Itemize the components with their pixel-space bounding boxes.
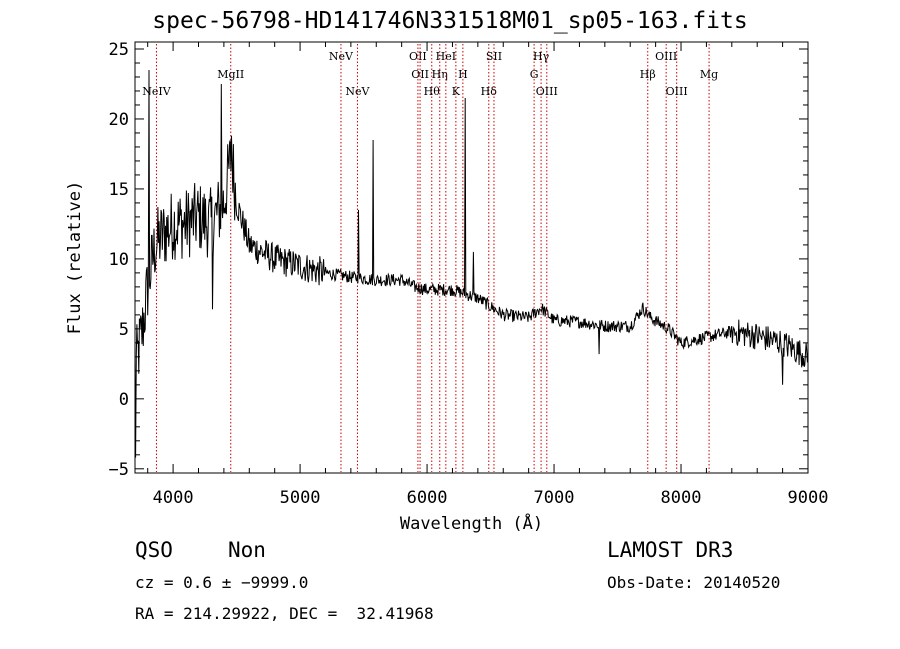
chart-title: spec-56798-HD141746N331518M01_sp05-163.f… <box>152 8 748 34</box>
line-marker-label-14: Hγ <box>533 50 550 63</box>
y-tick-label-3: 10 <box>109 250 129 270</box>
coords-label: RA = 214.29922, DEC = 32.41968 <box>135 604 434 623</box>
x-tick-label-2: 6000 <box>407 488 448 508</box>
line-marker-label-7: Hη <box>432 68 448 81</box>
x-tick-label-1: 5000 <box>280 488 321 508</box>
line-marker-label-9: K <box>452 85 461 98</box>
spectrum-line <box>134 69 809 458</box>
x-tick-label-0: 4000 <box>153 488 194 508</box>
survey-label: LAMOST DR3 <box>607 538 734 562</box>
line-marker-label-2: NeV <box>329 50 354 63</box>
line-marker-label-19: Mg <box>700 68 718 81</box>
obs-date-label: Obs-Date: 20140520 <box>607 573 781 592</box>
line-marker-label-6: Hθ <box>424 85 441 98</box>
line-marker-label-12: SII <box>486 50 502 63</box>
line-marker-label-16: Hβ <box>640 68 656 81</box>
plot-frame <box>134 41 809 474</box>
line-marker-label-3: NeV <box>345 85 370 98</box>
y-tick-label-6: 25 <box>109 40 129 60</box>
x-tick-label-3: 7000 <box>534 488 575 508</box>
line-marker-label-18: OIII <box>666 85 688 98</box>
line-marker-label-0: NeIV <box>142 85 171 98</box>
y-axis-label: Flux (relative) <box>65 181 85 335</box>
line-marker-label-15: OIII <box>536 85 558 98</box>
object-subclass: Non <box>228 538 266 562</box>
line-marker-label-10: H <box>458 68 468 81</box>
y-tick-label-4: 15 <box>109 180 129 200</box>
line-marker-label-17: OIII <box>655 50 677 63</box>
redshift-label: cz = 0.6 ± −9999.0 <box>135 573 309 592</box>
line-marker-label-8: HeI <box>436 50 456 63</box>
object-class: QSO <box>135 538 173 562</box>
line-marker-label-1: MgII <box>217 68 244 81</box>
line-marker-label-4: OII <box>409 50 427 63</box>
y-tick-label-0: −5 <box>109 460 129 480</box>
x-tick-label-4: 8000 <box>661 488 702 508</box>
y-tick-label-5: 20 <box>109 110 129 130</box>
x-tick-label-5: 9000 <box>788 488 829 508</box>
line-marker-label-5: OII <box>411 68 429 81</box>
y-tick-label-1: 0 <box>119 390 129 410</box>
line-marker-label-13: G <box>530 68 539 81</box>
y-tick-label-2: 5 <box>119 320 129 340</box>
x-axis-label: Wavelength (Å) <box>400 512 543 534</box>
line-marker-label-11: Hδ <box>481 85 498 98</box>
